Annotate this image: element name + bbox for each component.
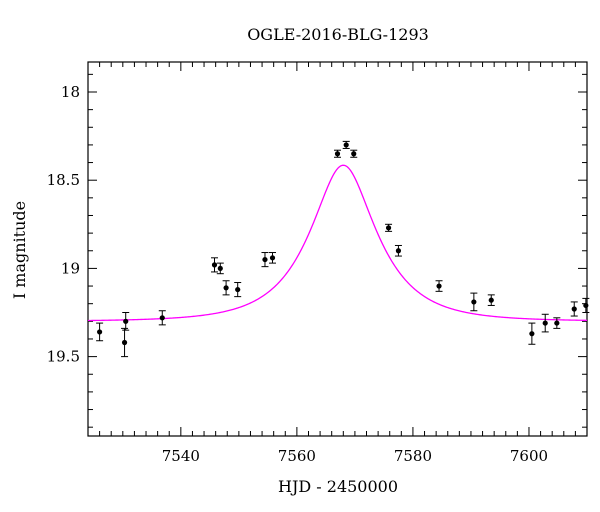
x-tick-label: 7540 xyxy=(162,447,200,465)
data-point xyxy=(217,265,223,272)
chart-title: OGLE-2016-BLG-1293 xyxy=(247,25,429,44)
data-point xyxy=(471,299,477,305)
data-point xyxy=(436,283,442,289)
data-point xyxy=(554,320,560,326)
data-point xyxy=(395,248,402,254)
data-point xyxy=(223,285,229,291)
plot-area: 7540 7560 7580 7600 18 18.5 19 19.5 xyxy=(47,61,590,465)
x-axis-label: HJD - 2450000 xyxy=(278,477,398,496)
data-point xyxy=(334,151,341,157)
data-point xyxy=(488,297,494,303)
data-point xyxy=(123,318,129,324)
data-point xyxy=(159,315,165,321)
data-point xyxy=(121,339,128,346)
y-tick-label: 19.5 xyxy=(47,348,80,366)
data-point xyxy=(571,306,577,312)
y-tick-label: 18 xyxy=(61,83,80,101)
data-point xyxy=(385,225,392,231)
y-axis-label: I magnitude xyxy=(10,201,29,299)
data-point xyxy=(351,151,357,157)
data-point xyxy=(262,256,268,263)
data-point xyxy=(542,320,548,326)
data-point xyxy=(529,331,535,337)
x-tick-label: 7560 xyxy=(278,447,316,465)
data-point xyxy=(211,262,218,268)
x-tick-label: 7600 xyxy=(510,447,548,465)
y-tick-label: 18.5 xyxy=(47,171,80,189)
data-point xyxy=(97,329,103,335)
y-tick-label: 19 xyxy=(61,259,80,277)
data-point xyxy=(343,142,349,148)
data-point xyxy=(269,255,276,261)
data-point xyxy=(235,286,241,293)
model-curve xyxy=(88,164,587,322)
plot-frame xyxy=(87,61,588,437)
x-tick-label: 7580 xyxy=(394,447,432,465)
data-point xyxy=(583,302,589,309)
